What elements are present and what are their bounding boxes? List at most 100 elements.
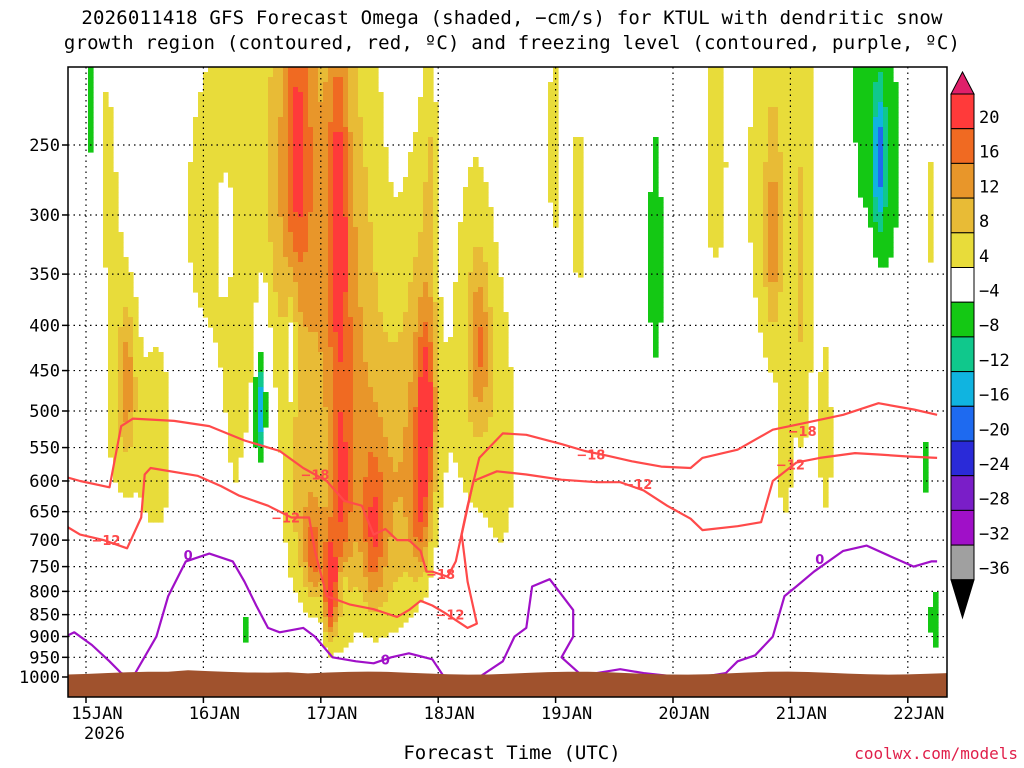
omega-cell bbox=[293, 192, 299, 198]
omega-cell bbox=[278, 192, 284, 198]
omega-cell bbox=[208, 67, 214, 73]
omega-cell bbox=[158, 367, 164, 373]
omega-cell bbox=[398, 362, 404, 368]
omega-cell bbox=[263, 422, 269, 428]
omega-cell bbox=[413, 302, 419, 308]
omega-cell bbox=[348, 557, 354, 563]
omega-cell bbox=[263, 177, 269, 183]
omega-cell bbox=[233, 467, 239, 473]
omega-cell bbox=[393, 252, 399, 258]
omega-cell bbox=[268, 302, 274, 308]
omega-cell bbox=[243, 312, 249, 318]
omega-cell bbox=[348, 417, 354, 423]
omega-cell bbox=[378, 567, 384, 573]
omega-cell bbox=[418, 282, 424, 288]
omega-cell bbox=[433, 112, 439, 118]
omega-cell bbox=[313, 592, 319, 598]
omega-cell bbox=[248, 252, 254, 258]
omega-cell bbox=[218, 147, 224, 153]
omega-cell bbox=[153, 492, 159, 498]
omega-cell bbox=[433, 407, 439, 413]
omega-cell bbox=[263, 207, 269, 213]
omega-cell bbox=[333, 272, 339, 278]
omega-cell bbox=[303, 287, 309, 293]
omega-cell bbox=[103, 257, 109, 263]
omega-cell bbox=[383, 632, 389, 638]
omega-cell bbox=[343, 527, 349, 533]
omega-cell bbox=[368, 307, 374, 313]
omega-cell bbox=[313, 362, 319, 368]
omega-cell bbox=[248, 177, 254, 183]
omega-cell bbox=[233, 462, 239, 468]
omega-cell bbox=[308, 442, 314, 448]
omega-cell bbox=[288, 127, 294, 133]
omega-cell bbox=[318, 617, 324, 623]
omega-cell bbox=[428, 287, 434, 293]
omega-cell bbox=[323, 552, 329, 558]
omega-cell bbox=[378, 422, 384, 428]
omega-cell bbox=[343, 467, 349, 473]
omega-cell bbox=[303, 217, 309, 223]
omega-cell bbox=[293, 107, 299, 113]
omega-cell bbox=[428, 127, 434, 133]
omega-cell bbox=[273, 377, 279, 383]
omega-cell bbox=[198, 92, 204, 98]
omega-cell bbox=[278, 447, 284, 453]
omega-cell bbox=[338, 457, 344, 463]
omega-cell bbox=[193, 277, 199, 283]
omega-cell bbox=[433, 457, 439, 463]
omega-cell bbox=[268, 227, 274, 233]
omega-cell bbox=[368, 462, 374, 468]
omega-cell bbox=[398, 352, 404, 358]
omega-cell bbox=[278, 202, 284, 208]
omega-cell bbox=[263, 77, 269, 83]
omega-cell bbox=[313, 272, 319, 278]
omega-cell bbox=[398, 522, 404, 528]
omega-cell bbox=[378, 472, 384, 478]
omega-cell bbox=[263, 392, 269, 398]
omega-cell bbox=[333, 152, 339, 158]
omega-cell bbox=[343, 447, 349, 453]
omega-cell bbox=[423, 247, 429, 253]
omega-cell bbox=[298, 512, 304, 518]
omega-cell bbox=[308, 352, 314, 358]
omega-cell bbox=[268, 232, 274, 238]
omega-cell bbox=[388, 602, 394, 608]
omega-cell bbox=[363, 132, 369, 138]
omega-cell bbox=[338, 152, 344, 158]
omega-cell bbox=[418, 132, 424, 138]
omega-cell bbox=[318, 452, 324, 458]
omega-cell bbox=[278, 127, 284, 133]
omega-cell bbox=[328, 472, 334, 478]
omega-cell bbox=[238, 147, 244, 153]
omega-cell bbox=[313, 372, 319, 378]
omega-cell bbox=[208, 267, 214, 273]
omega-cell bbox=[393, 202, 399, 208]
omega-cell bbox=[428, 417, 434, 423]
omega-cell bbox=[223, 137, 229, 143]
omega-cell bbox=[193, 177, 199, 183]
omega-cell bbox=[358, 492, 364, 498]
omega-cell bbox=[338, 607, 344, 613]
omega-cell bbox=[298, 377, 304, 383]
omega-cell bbox=[338, 452, 344, 458]
omega-cell bbox=[398, 297, 404, 303]
omega-cell bbox=[118, 377, 124, 383]
omega-cell bbox=[263, 87, 269, 93]
omega-cell bbox=[298, 67, 304, 73]
omega-cell bbox=[268, 162, 274, 168]
omega-cell bbox=[433, 487, 439, 493]
omega-cell bbox=[263, 222, 269, 228]
omega-cell bbox=[298, 257, 304, 263]
omega-cell bbox=[223, 407, 229, 413]
omega-cell bbox=[333, 562, 339, 568]
omega-cell bbox=[138, 352, 144, 358]
omega-cell bbox=[243, 207, 249, 213]
omega-cell bbox=[328, 212, 334, 218]
omega-cell bbox=[108, 422, 114, 428]
omega-cell bbox=[413, 452, 419, 458]
omega-cell bbox=[343, 137, 349, 143]
omega-cell bbox=[363, 352, 369, 358]
omega-cell bbox=[338, 127, 344, 133]
omega-cell bbox=[433, 232, 439, 238]
